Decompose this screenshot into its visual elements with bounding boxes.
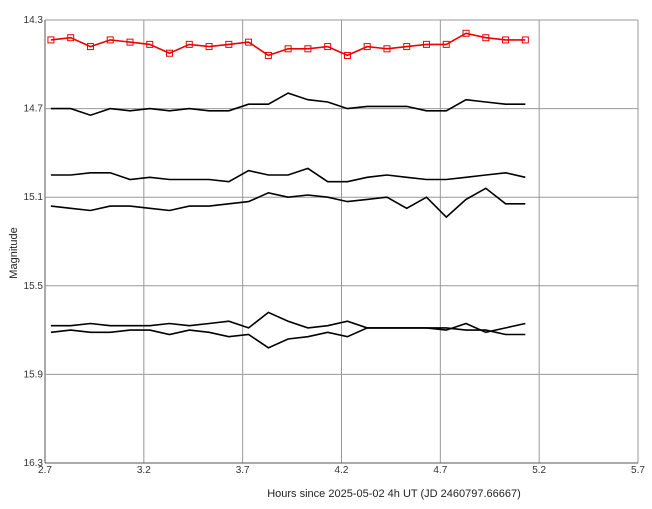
data-point — [225, 40, 233, 48]
x-axis-ticks: 2.7 3.2 3.7 4.2 4.7 5.2 5.7 — [38, 465, 645, 476]
x-tick-label: 4.7 — [433, 465, 447, 476]
series-line — [50, 311, 526, 334]
data-point — [521, 36, 529, 44]
data-point — [67, 34, 75, 42]
y-tick-label: 15.1 — [24, 192, 44, 203]
x-tick-label: 5.2 — [532, 465, 546, 476]
x-tick-label: 3.7 — [236, 465, 250, 476]
data-point — [304, 45, 312, 53]
data-point — [383, 45, 391, 53]
series-2 — [50, 92, 526, 117]
y-tick-label: 14.3 — [24, 15, 44, 26]
data-point — [324, 43, 332, 51]
y-tick-label: 15.5 — [24, 281, 44, 292]
series-line — [50, 327, 526, 349]
y-axis-title: Magnitude — [8, 227, 20, 278]
x-tick-label: 2.7 — [38, 465, 52, 476]
data-point — [185, 40, 193, 48]
x-tick-label: 4.2 — [335, 465, 349, 476]
series-6 — [50, 327, 526, 349]
series-4 — [50, 187, 526, 219]
data-point — [126, 38, 134, 46]
y-tick-label: 15.9 — [24, 369, 44, 380]
data-point — [343, 51, 351, 59]
data-point — [106, 36, 114, 44]
x-tick-label: 3.2 — [137, 465, 151, 476]
series-line — [50, 92, 526, 117]
data-point — [482, 34, 490, 42]
series-line — [50, 32, 526, 57]
data-point — [205, 43, 213, 51]
series-group — [47, 29, 529, 349]
data-point — [264, 51, 272, 59]
data-point — [442, 40, 450, 48]
data-point — [403, 43, 411, 51]
series-line — [50, 187, 526, 219]
y-tick-label: 16.3 — [24, 458, 44, 469]
data-point — [245, 38, 253, 46]
data-point — [502, 36, 510, 44]
data-point — [363, 43, 371, 51]
series-1 — [47, 29, 529, 59]
data-point — [166, 49, 174, 57]
x-tick-label: 5.7 — [631, 465, 645, 476]
series-3 — [50, 167, 526, 183]
grid — [44, 19, 639, 464]
series-5 — [50, 311, 526, 334]
data-point — [146, 40, 154, 48]
series-line — [50, 167, 526, 183]
x-axis-title: Hours since 2025-05-02 4h UT (JD 2460797… — [267, 488, 521, 500]
y-axis-ticks: 14.3 14.7 15.1 15.5 15.9 16.3 — [24, 15, 44, 469]
data-point — [422, 40, 430, 48]
data-point — [47, 36, 55, 44]
y-tick-label: 14.7 — [24, 104, 44, 115]
data-point — [462, 29, 470, 37]
data-point — [284, 45, 292, 53]
data-point — [86, 43, 94, 51]
